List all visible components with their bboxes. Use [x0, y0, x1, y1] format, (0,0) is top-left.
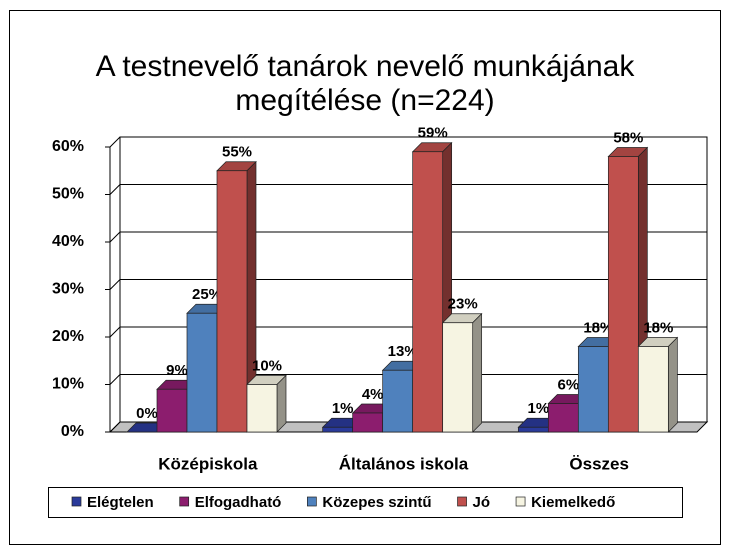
data-label: 4% [362, 386, 384, 403]
legend-swatch [515, 496, 526, 507]
data-label: 10% [252, 357, 282, 374]
bar-group [441, 312, 483, 433]
bar [547, 403, 579, 433]
data-label: 58% [613, 129, 643, 146]
data-label: 13% [388, 343, 418, 360]
bar [442, 322, 474, 433]
grid-line [109, 421, 707, 433]
bar [637, 346, 669, 433]
data-label: 18% [583, 319, 613, 336]
grid-line [109, 231, 707, 243]
bar-side [472, 312, 483, 433]
data-label: 25% [192, 286, 222, 303]
bar-side [276, 374, 287, 433]
bar [382, 369, 414, 433]
grid-line [109, 279, 707, 290]
bar-group [637, 336, 679, 433]
chart-title: A testnevelő tanárok nevelő munkájának me… [96, 50, 636, 117]
bar [246, 384, 278, 433]
bar [607, 156, 639, 433]
bar [517, 426, 549, 433]
bar-group [216, 160, 257, 433]
legend-box [48, 487, 683, 518]
legend-swatch [307, 496, 317, 507]
bar [352, 412, 384, 433]
data-label: 55% [222, 144, 252, 161]
y-tick-label: 10% [52, 376, 84, 393]
bar-group [246, 374, 287, 433]
data-label: 0% [136, 405, 158, 422]
bar [322, 426, 354, 433]
data-label: 1% [527, 400, 549, 417]
data-label: 59% [418, 125, 448, 142]
grid-line [109, 374, 707, 385]
legend-label: Elégtelen [87, 494, 154, 511]
legend-swatch [457, 496, 467, 507]
grid-line [109, 326, 707, 338]
y-tick-label: 0% [61, 423, 84, 440]
legend-label: Jó [473, 494, 491, 511]
y-tick-label: 40% [52, 233, 84, 250]
x-tick-label: Általános iskola [339, 454, 469, 473]
data-label: 23% [448, 296, 478, 313]
y-tick-label: 30% [52, 281, 84, 298]
bar-side [667, 336, 678, 433]
data-label: 18% [643, 319, 673, 336]
x-tick-label: Középiskola [158, 454, 258, 473]
bar [156, 388, 188, 433]
bar-group [156, 379, 197, 433]
bar [216, 170, 248, 433]
legend-label: Kiemelkedő [531, 494, 615, 511]
legend-label: Elfogadható [195, 494, 282, 511]
legend-swatch [179, 496, 190, 507]
data-label: 6% [557, 376, 579, 393]
grid-line [109, 136, 707, 148]
legend-swatch [71, 496, 82, 507]
bar [186, 312, 218, 433]
x-tick-label: Összes [569, 454, 629, 473]
bar [577, 346, 609, 433]
grid-line [109, 184, 707, 195]
bar [412, 151, 444, 433]
data-label: 9% [166, 362, 188, 379]
data-label: 1% [332, 400, 354, 417]
y-tick-label: 60% [52, 138, 84, 155]
y-tick-label: 20% [52, 328, 84, 345]
legend-label: Közepes szintű [322, 494, 431, 511]
y-tick-label: 50% [52, 186, 84, 203]
